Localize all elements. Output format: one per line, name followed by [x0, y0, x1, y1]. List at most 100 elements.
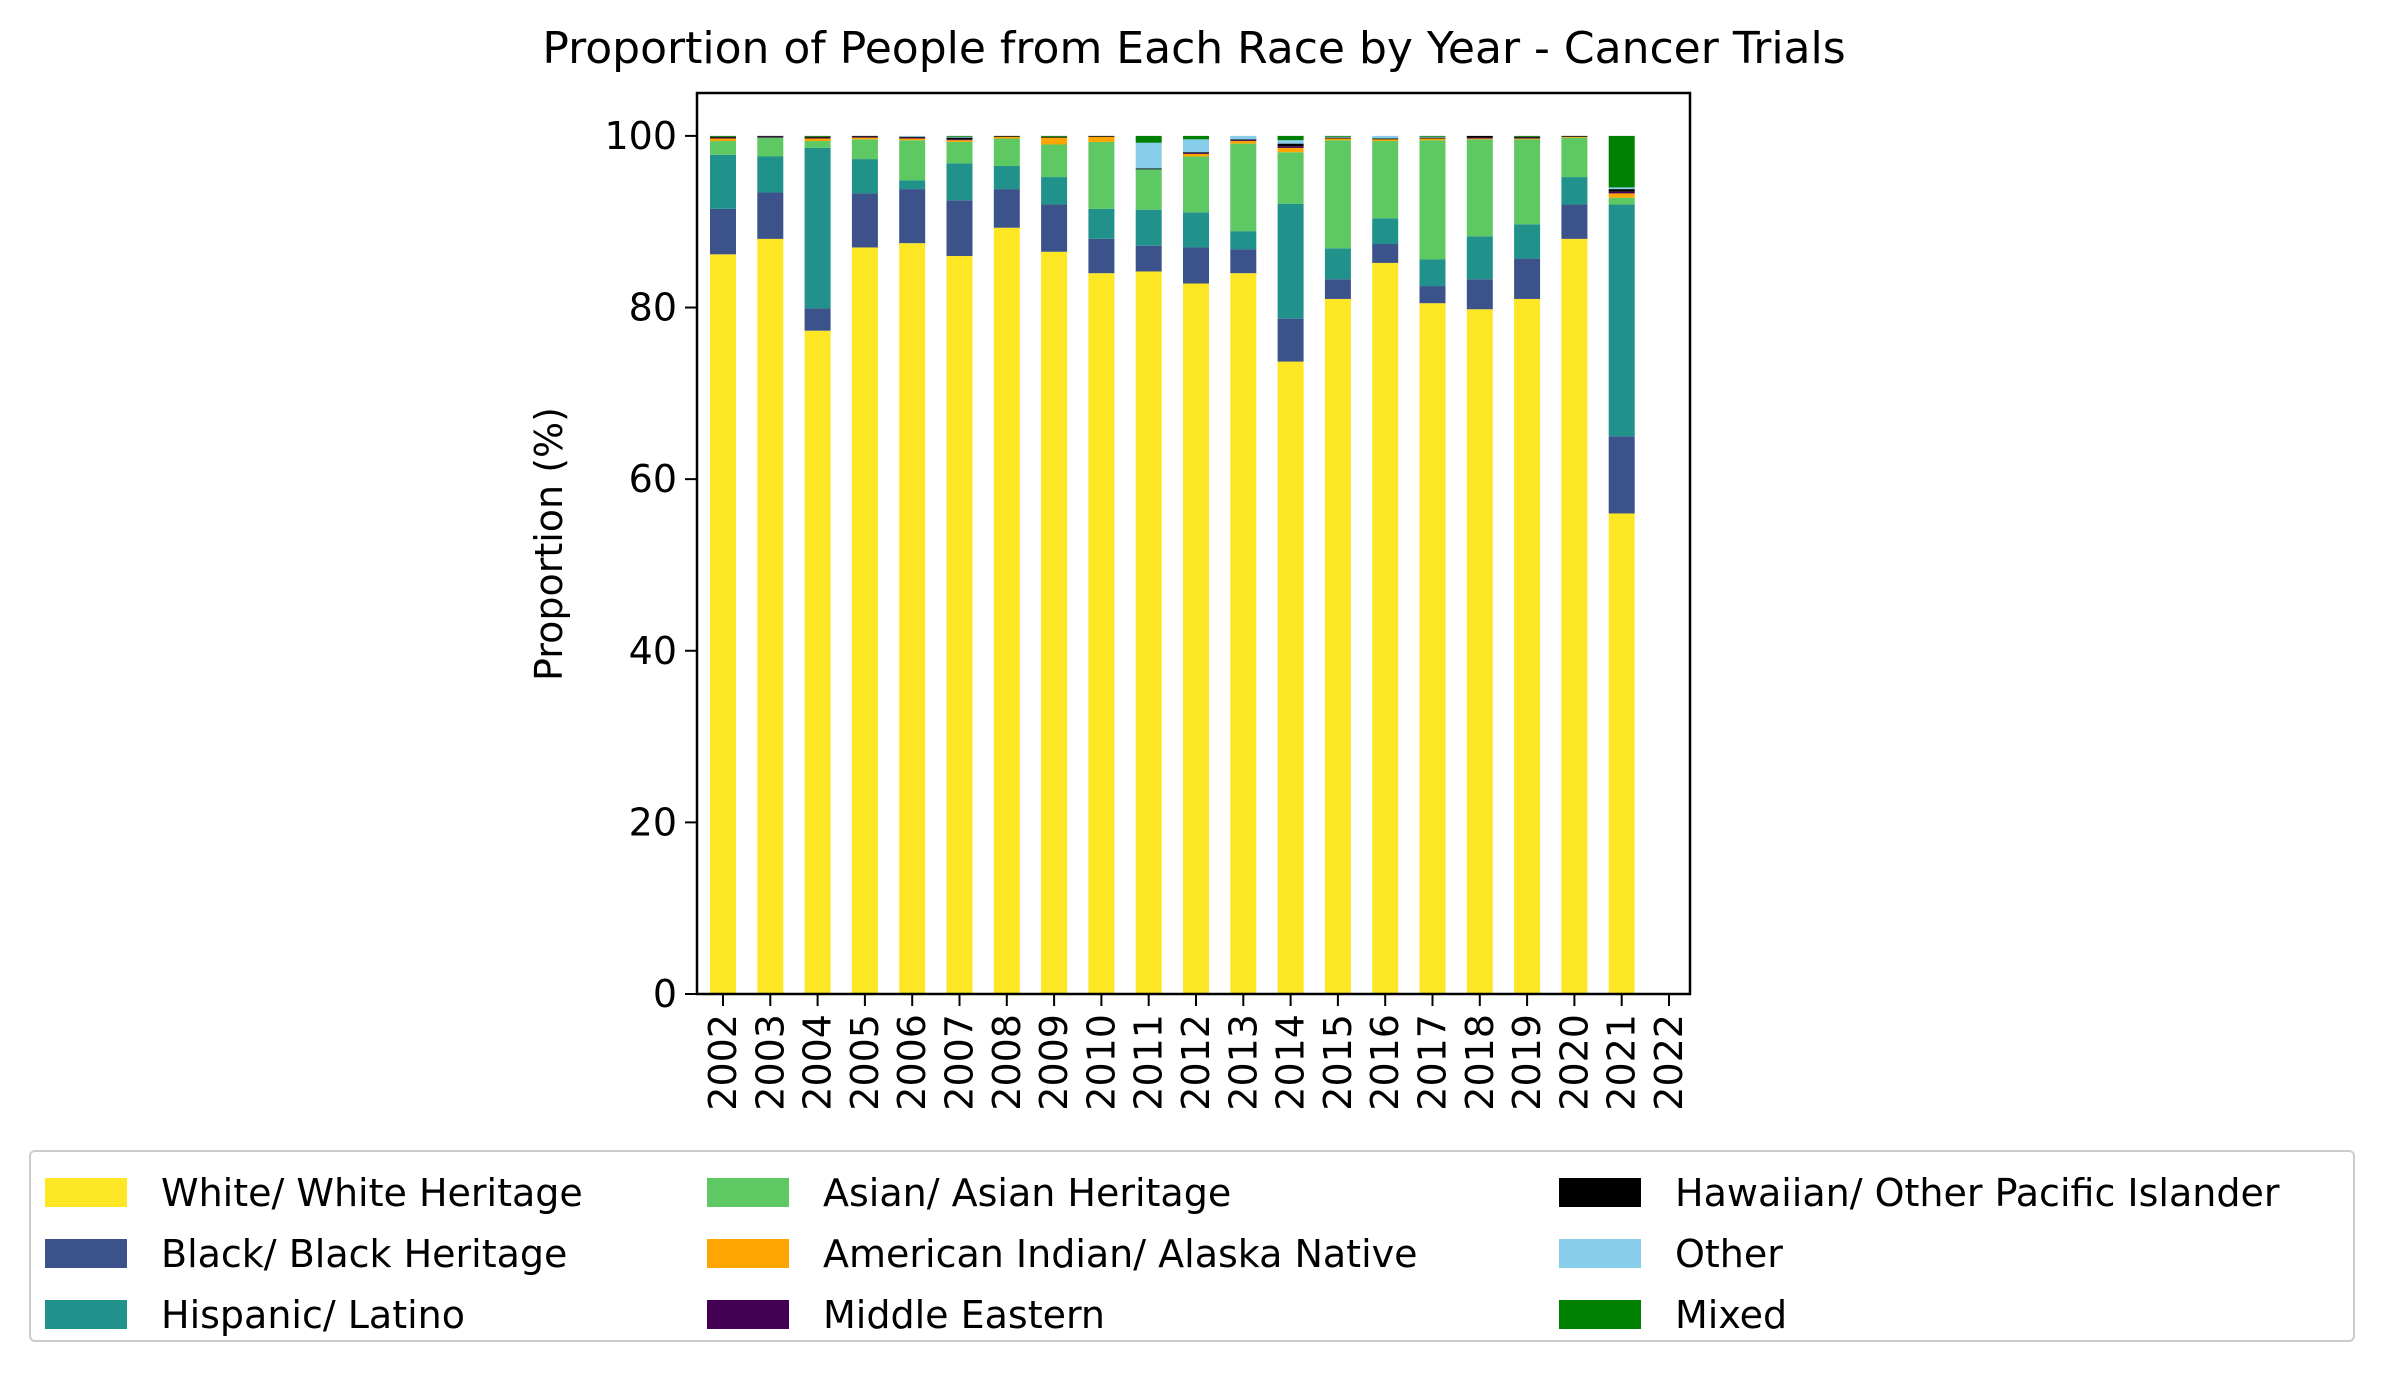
- bar-segment-2006-6: [899, 136, 926, 138]
- bar-segment-2006-0: [899, 243, 926, 995]
- bar-segment-2003-1: [757, 192, 784, 239]
- bar-segment-2007-3: [946, 141, 973, 164]
- plot-area-frame: [695, 91, 1692, 996]
- bar-segment-2016-2: [1372, 218, 1399, 245]
- bar-segment-2013-4: [1230, 141, 1257, 144]
- bar-segment-2011-6: [1135, 168, 1162, 170]
- bar-segment-2002-1: [710, 208, 736, 255]
- bar-segment-2016-1: [1372, 244, 1399, 263]
- bar-segment-2002-3: [710, 141, 736, 155]
- bar-segment-2012-6: [1183, 152, 1209, 154]
- bar-segment-2021-8: [1608, 135, 1635, 188]
- bar-segment-2013-6: [1230, 139, 1257, 141]
- bar-segment-2013-3: [1230, 143, 1257, 232]
- bar-segment-2010-1: [1088, 238, 1115, 274]
- bar-segment-2015-2: [1324, 248, 1351, 280]
- legend-item: Other: [1545, 1223, 2279, 1284]
- bar-segment-2011-3: [1135, 169, 1162, 210]
- bar-segment-2004-0: [804, 330, 831, 994]
- bar-segment-2004-4: [804, 138, 831, 142]
- bar-segment-2012-4: [1183, 153, 1209, 157]
- legend-label: Other: [1675, 1231, 1783, 1276]
- bar-segment-2013-5: [1230, 140, 1257, 142]
- bar-segment-2005-0: [851, 247, 878, 994]
- x-tick-label-2012: 2012: [1174, 1014, 1218, 1111]
- y-tick-label-60: 60: [629, 457, 677, 501]
- bar-segment-2015-1: [1324, 279, 1351, 299]
- bar-segment-2004-8: [804, 135, 831, 137]
- bar-segment-2002-0: [710, 254, 736, 994]
- x-tick-label-2003: 2003: [748, 1014, 792, 1111]
- bar-segment-2004-5: [804, 137, 831, 139]
- bar-segment-2017-0: [1419, 303, 1446, 995]
- bar-segment-2003-0: [757, 238, 784, 994]
- legend-label: Middle Eastern: [823, 1292, 1106, 1337]
- bar-segment-2017-4: [1419, 138, 1446, 141]
- bar-segment-2020-1: [1561, 204, 1588, 239]
- bar-segment-2018-1: [1466, 279, 1493, 310]
- bar-segment-2012-2: [1183, 212, 1209, 248]
- bar-segment-2004-1: [804, 308, 831, 331]
- bar-segment-2015-3: [1324, 140, 1351, 249]
- bar-segment-2017-1: [1419, 286, 1446, 304]
- x-tick-label-2004: 2004: [796, 1014, 840, 1111]
- bar-segment-2014-5: [1277, 146, 1304, 148]
- legend-column-2: Asian/ Asian Heritage American Indian/ Al…: [693, 1162, 1418, 1345]
- bar-segment-2021-4: [1608, 193, 1635, 198]
- x-tick-label-2016: 2016: [1363, 1014, 1407, 1111]
- x-tick-label-2014: 2014: [1269, 1014, 1313, 1111]
- legend-item: Hispanic/ Latino: [31, 1284, 583, 1345]
- bar-segment-2008-4: [993, 136, 1020, 139]
- bar-segment-2018-3: [1466, 139, 1493, 237]
- x-tick-label-2017: 2017: [1411, 1014, 1455, 1111]
- x-tick-label-2005: 2005: [843, 1014, 887, 1111]
- bar-segment-2015-6: [1324, 137, 1351, 139]
- bar-segment-2012-1: [1183, 247, 1209, 284]
- legend-label: Mixed: [1675, 1292, 1788, 1337]
- bar-segment-2017-8: [1419, 135, 1446, 137]
- x-tick-label-2011: 2011: [1127, 1014, 1171, 1111]
- bar-segment-2014-1: [1277, 318, 1304, 362]
- bar-segment-2021-0: [1608, 513, 1635, 994]
- bar-segment-2013-7: [1230, 135, 1257, 140]
- bar-segment-2011-0: [1135, 271, 1162, 995]
- legend-item: Asian/ Asian Heritage: [693, 1162, 1418, 1223]
- y-tick-label-100: 100: [604, 114, 677, 158]
- x-tick-label-2015: 2015: [1316, 1014, 1360, 1111]
- x-tick-label-2022: 2022: [1647, 1014, 1691, 1111]
- bar-segment-2006-1: [899, 189, 926, 244]
- legend-label: Hawaiian/ Other Pacific Islander: [1675, 1170, 2280, 1215]
- bar-segment-2015-0: [1324, 298, 1351, 994]
- bar-segment-2019-4: [1514, 138, 1541, 140]
- bar-segment-2011-2: [1135, 209, 1162, 246]
- bar-segment-2009-8: [1041, 135, 1068, 137]
- bar-segment-2007-5: [946, 139, 973, 141]
- bar-segment-2002-8: [710, 135, 736, 137]
- legend-item: Middle Eastern: [693, 1284, 1418, 1345]
- bar-segment-2008-3: [993, 138, 1020, 166]
- bar-segment-2015-7: [1324, 136, 1351, 138]
- bar-segment-2009-6: [1041, 136, 1068, 138]
- bar-segment-2005-6: [851, 135, 878, 137]
- bar-segment-2005-4: [851, 137, 878, 140]
- bar-segment-2018-2: [1466, 236, 1493, 280]
- y-tick-label-80: 80: [629, 286, 677, 330]
- legend-item: American Indian/ Alaska Native: [693, 1223, 1418, 1284]
- x-tick-label-2006: 2006: [890, 1014, 934, 1111]
- x-tick-label-2013: 2013: [1221, 1014, 1265, 1111]
- bar-segment-2012-3: [1183, 156, 1209, 213]
- bar-segment-2008-0: [993, 227, 1020, 995]
- ticks-layer: 2002 2003 2004 2005 2006 2007 2008 2009 2010 2011…: [604, 114, 1691, 1111]
- bar-segment-2020-2: [1561, 177, 1588, 205]
- x-tick-label-2010: 2010: [1079, 1014, 1123, 1111]
- bar-segment-2019-3: [1514, 139, 1541, 225]
- bar-segment-2019-6: [1514, 136, 1541, 138]
- legend-swatch: [1559, 1178, 1641, 1207]
- bar-segment-2007-8: [946, 135, 973, 137]
- bar-segment-2014-7: [1277, 140, 1304, 144]
- bar-segment-2016-0: [1372, 262, 1399, 994]
- x-tick-label-2008: 2008: [985, 1014, 1029, 1111]
- bar-segment-2014-4: [1277, 147, 1304, 153]
- bar-segment-2012-8: [1183, 135, 1209, 140]
